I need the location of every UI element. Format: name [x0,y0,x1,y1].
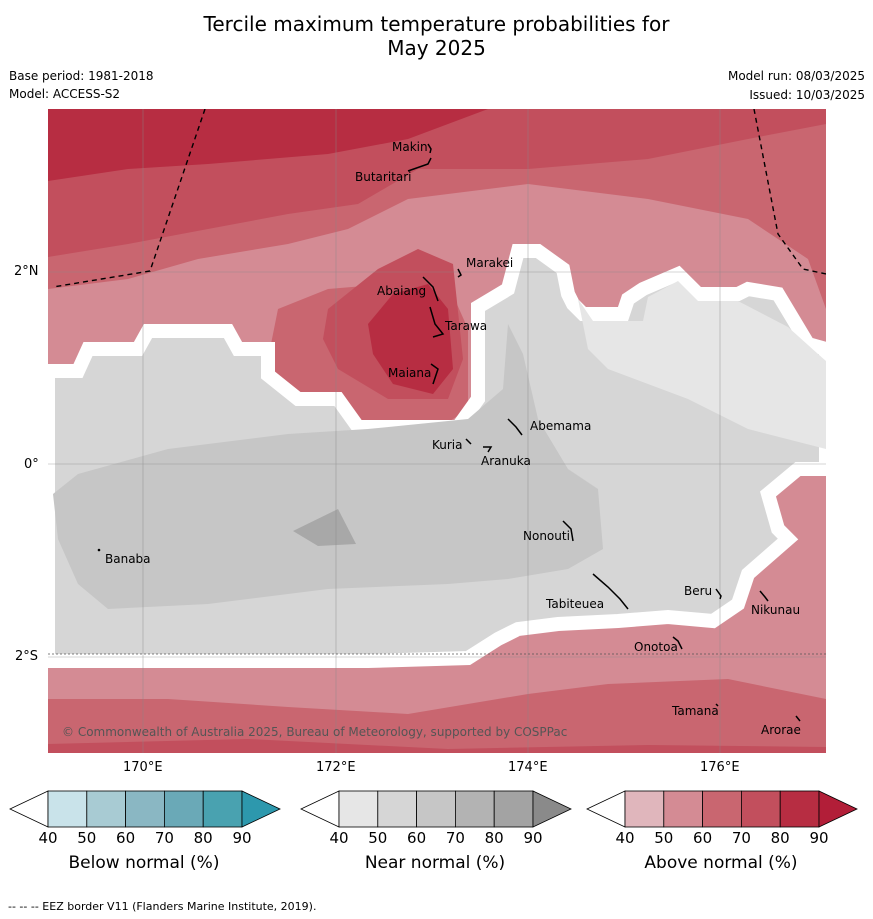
place-label-kuria: Kuria [432,438,463,452]
colorbar-2-segment-1 [663,790,704,828]
colorbar-0-tick-80: 80 [193,829,213,847]
colorbar-2-tick-90: 90 [809,829,829,847]
region-above-70-south [48,679,826,753]
colorbar-0-tick-90: 90 [232,829,252,847]
colorbar-2-tick-40: 40 [615,829,635,847]
lon-label-172: 172°E [316,760,356,775]
colorbar-1-segment-1 [377,790,418,828]
colorbar-1-low-extend [300,790,340,828]
lon-label-170: 170°E [123,760,163,775]
colorbar-2-tick-60: 60 [693,829,713,847]
colorbar-1-tick-40: 40 [329,829,349,847]
colorbar-1-segment-2 [416,790,456,828]
model-run: Model run: 08/03/2025 [727,69,865,83]
place-label-tarawa: Tarawa [445,319,488,333]
colorbar-0-segment-0 [47,790,88,828]
place-label-nonouti: Nonouti [523,529,570,543]
colorbar-1-tick-70: 70 [445,829,465,847]
colorbar-0-segment-4 [202,790,243,828]
title-line-1: Tercile maximum temperature probabilitie… [203,12,670,36]
colorbar-0 [9,790,281,828]
place-label-butaritari: Butaritari [355,170,412,184]
colorbar-0-low-extend [9,790,49,828]
colorbar-2-low-extend [586,790,626,828]
map-copyright: © Commonwealth of Australia 2025, Bureau… [62,725,568,739]
colorbar-2-tick-70: 70 [731,829,751,847]
lon-label-176: 176°E [700,760,740,775]
eez-border [48,109,826,655]
colorbar-0-high-extend [241,790,281,828]
base-period: Base period: 1981-2018 [9,69,154,83]
probability-map: Makin Butaritari Marakei Abaiang Tarawa Maian… [48,109,826,753]
lat-label-2n: 2°N [14,264,39,279]
colorbar-2-tick-50: 50 [654,829,674,847]
place-label-maiana: Maiana [388,366,432,380]
place-label-abaiang: Abaiang [377,284,427,298]
colorbar-2 [586,790,858,828]
colorbar-0-title: Below normal (%) [68,853,220,873]
colorbar-1-high-extend [532,790,572,828]
colorbar-1-tick-90: 90 [523,829,543,847]
place-label-onotoa: Onotoa [634,640,678,654]
place-label-makin: Makin [392,140,428,154]
colorbar-2-segment-2 [702,790,742,828]
colorbar-0-tick-50: 50 [77,829,97,847]
banaba-marker [97,548,101,552]
place-label-tabiteuea: Tabiteuea [546,597,605,611]
footer-note: -- -- -- EEZ border V11 (Flanders Marine… [8,900,317,913]
colorbar-2-segment-3 [740,790,781,828]
lon-label-174: 174°E [508,760,548,775]
lat-label-2s: 2°S [15,649,39,664]
region-above-90-north [48,109,488,181]
colorbar-0-segment-2 [125,790,165,828]
colorbar-0-segment-1 [86,790,127,828]
place-label-tamana: Tamana [672,704,719,718]
colorbar-2-title: Above normal (%) [644,853,798,873]
colorbar-2-tick-80: 80 [770,829,790,847]
region-near-50-light [578,281,826,449]
colorbar-0-tick-70: 70 [154,829,174,847]
lat-label-0: 0° [24,457,39,472]
colorbar-1-segment-0 [338,790,379,828]
colorbar-0-segment-3 [163,790,204,828]
colorbar-0-tick-60: 60 [116,829,136,847]
colorbar-2-segment-4 [779,790,820,828]
colorbar-2-high-extend [818,790,858,828]
colorbar-1-segment-3 [454,790,495,828]
issued-date: Issued: 10/03/2025 [749,88,865,102]
place-label-banaba: Banaba [105,552,151,566]
colorbar-1 [300,790,572,828]
colorbar-0-tick-40: 40 [38,829,58,847]
colorbar-1-title: Near normal (%) [364,853,506,873]
place-label-arorae: Arorae [761,723,801,737]
colorbar-1-segment-4 [493,790,534,828]
place-label-beru: Beru [684,584,713,598]
place-label-aranuka: Aranuka [481,454,531,468]
colorbar-2-segment-0 [624,790,665,828]
colorbar-1-tick-50: 50 [368,829,388,847]
region-above-80-south [48,739,826,753]
colorbar-1-tick-60: 60 [407,829,427,847]
place-label-nikunau: Nikunau [751,603,801,617]
place-label-abemama: Abemama [530,419,592,433]
graticule [48,109,826,753]
model-name: Model: ACCESS-S2 [9,87,121,101]
region-near-80 [293,509,356,546]
place-label-marakei: Marakei [466,256,514,270]
region-near-70 [53,324,603,609]
chart-title: Tercile maximum temperature probabilitie… [0,12,873,60]
title-line-2: May 2025 [387,36,486,60]
island-outlines [407,143,801,722]
colorbar-1-tick-80: 80 [484,829,504,847]
